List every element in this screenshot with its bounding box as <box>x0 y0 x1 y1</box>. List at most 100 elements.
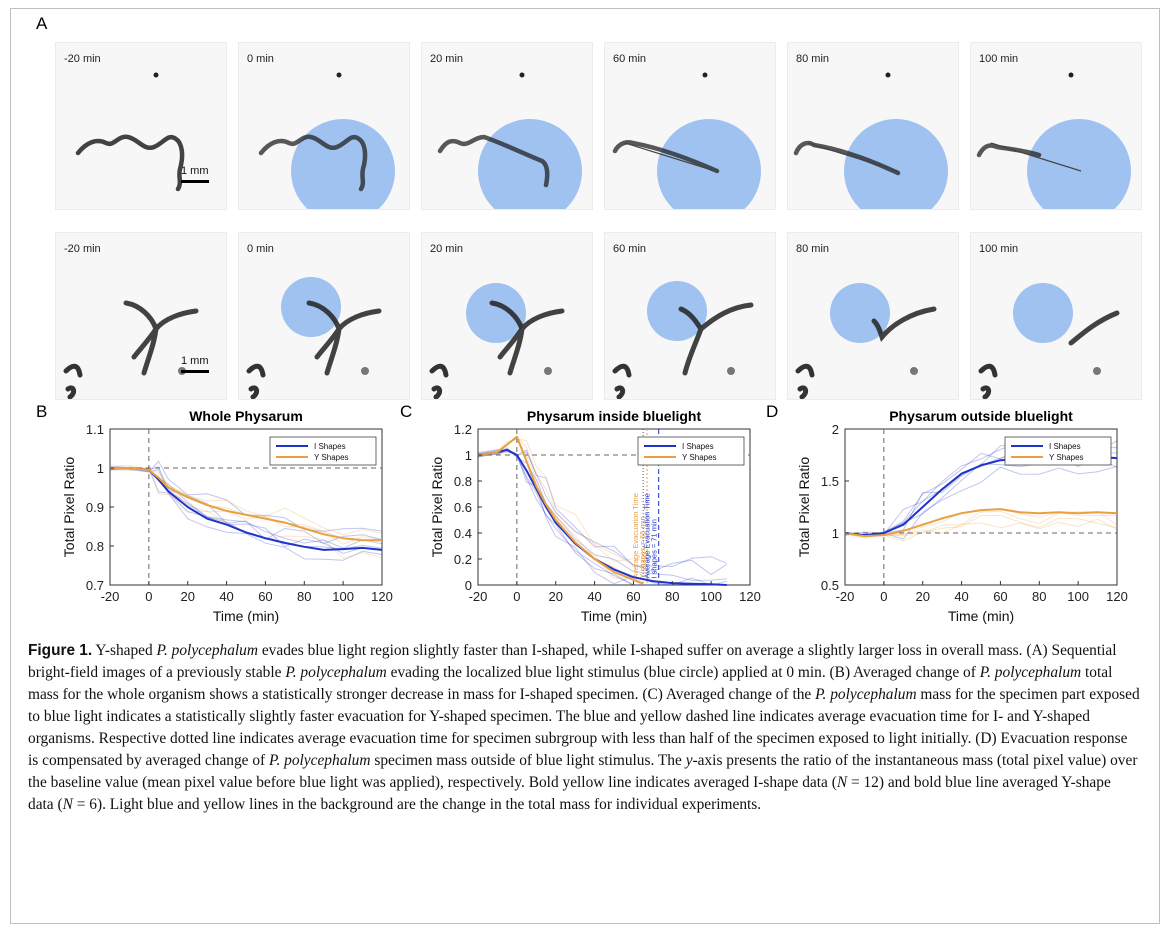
bright-field-image: 60 min <box>604 232 776 400</box>
physarum-specimen <box>976 143 1042 158</box>
bright-field-image: 60 min <box>604 42 776 210</box>
physarum-specimen <box>123 300 199 376</box>
debris-dot <box>153 72 159 78</box>
physarum-specimen <box>75 134 185 192</box>
chart-title: Physarum outside bluelight <box>889 408 1073 424</box>
time-label: 0 min <box>247 53 274 65</box>
specimen-fragment <box>795 363 815 399</box>
y-tick-label: 0.8 <box>86 539 104 554</box>
panel-label-d: D <box>766 402 779 421</box>
time-label: 80 min <box>796 53 830 65</box>
caption-italic-term: y <box>685 752 693 769</box>
y-tick-label: 1.1 <box>86 422 104 437</box>
specimen-image <box>429 283 565 399</box>
caption-italic-term: N <box>836 774 848 791</box>
residual-trail <box>807 142 899 172</box>
series-line-y-shapes <box>844 508 1118 538</box>
chart-physarum-inside-bluelight: Physarum inside bluelight Average Evacuat… <box>429 408 761 624</box>
x-tick-label: 20 <box>915 589 929 604</box>
x-tick-label: 80 <box>297 589 311 604</box>
y-tick-label: 1 <box>465 448 472 463</box>
legend-entry: I Shapes <box>314 442 346 451</box>
residual-trail <box>624 142 716 172</box>
evac-annotation: Average Evacuation Time <box>643 493 652 578</box>
time-label: -20 min <box>64 53 101 65</box>
x-tick-label: 20 <box>548 589 562 604</box>
bright-field-image: 0 min <box>238 42 410 210</box>
legend <box>269 436 377 466</box>
physarum-specimen <box>489 300 565 376</box>
x-tick-label: 40 <box>219 589 233 604</box>
time-label: 100 min <box>979 243 1019 255</box>
chart-physarum-outside-bluelight: Physarum outside bluelight-20 0 20 40 60 80 10… <box>796 408 1128 624</box>
y-tick-label: 0.5 <box>821 578 839 593</box>
specimen-fragment <box>544 367 552 375</box>
y-tick-label: 2 <box>832 422 839 437</box>
x-tick-label: 20 <box>180 589 194 604</box>
bright-field-image: -20 min <box>55 232 227 400</box>
specimen-fragment <box>361 367 369 375</box>
bright-field-image: 80 min <box>787 42 959 210</box>
caption-body: Y-shaped P. polycephalum evades blue lig… <box>28 642 1140 813</box>
specimen-image <box>437 72 582 209</box>
scale-bar-row1: 1 mm <box>181 165 209 183</box>
x-tick-label: 80 <box>1032 589 1046 604</box>
time-label: 20 min <box>430 243 464 255</box>
caption-italic-term: P. polycephalum <box>285 664 387 681</box>
physarum-specimen <box>871 306 937 343</box>
x-tick-label: 60 <box>626 589 640 604</box>
x-axis-label: Time (min) <box>948 608 1014 624</box>
x-tick-label: 0 <box>880 589 887 604</box>
individual-trace <box>109 460 383 532</box>
bright-field-image: 20 min <box>421 42 593 210</box>
specimen-image <box>246 277 382 399</box>
chart-whole-physarum: Whole Physarum -20 0 20 40 60 80 100 120 0.7 0.8 0.… <box>61 408 393 624</box>
caption-text: evading the localized blue light stimulu… <box>386 664 980 681</box>
caption-text: = 12) and bold blue line averaged Y-shap… <box>28 774 1111 813</box>
specimen-image <box>612 281 754 399</box>
evac-annotation: Average Evacuation Time <box>631 493 640 578</box>
specimen-image <box>793 72 948 209</box>
x-tick-label: 40 <box>587 589 601 604</box>
y-tick-label: 1 <box>832 526 839 541</box>
time-label: 0 min <box>247 243 274 255</box>
x-tick-label: 80 <box>665 589 679 604</box>
x-tick-label: -20 <box>469 589 488 604</box>
individual-trace <box>109 466 383 561</box>
blue-light-circle <box>478 119 582 209</box>
legend <box>1004 436 1112 466</box>
x-tick-label: 120 <box>739 589 761 604</box>
x-tick-label: 120 <box>371 589 393 604</box>
individual-trace <box>844 514 1118 542</box>
panel-label-c: C <box>400 402 413 421</box>
specimen-fragment <box>910 367 918 375</box>
physarum-specimen <box>306 300 382 376</box>
legend-entry: Y Shapes <box>1049 453 1084 462</box>
blue-light-circle <box>291 119 395 209</box>
specimen-fragment <box>1093 367 1101 375</box>
x-tick-label: 100 <box>332 589 354 604</box>
caption-text: = 6). Light blue and yellow lines in the… <box>72 796 762 813</box>
legend-entry: Y Shapes <box>314 453 349 462</box>
bright-field-image: 100 min <box>970 232 1142 400</box>
debris-dot <box>702 72 708 78</box>
series-line-y-shapes <box>477 435 644 585</box>
specimen-fragment <box>429 363 449 399</box>
caption-text: mass for the specimen part exposed to bl… <box>28 686 1140 769</box>
caption-italic-term: P. polycephalum <box>815 686 917 703</box>
blue-light-circle <box>1027 119 1131 209</box>
blue-light-circle <box>1013 283 1073 343</box>
physarum-specimen <box>1068 310 1120 346</box>
y-tick-label: 0.2 <box>454 552 472 567</box>
caption-italic-term: N <box>62 796 73 813</box>
specimen-fragment <box>978 363 998 399</box>
physarum-specimen <box>678 302 754 376</box>
y-axis-label: Total Pixel Ratio <box>796 457 812 558</box>
y-axis-label: Total Pixel Ratio <box>61 457 77 558</box>
y-tick-label: 1.2 <box>454 422 472 437</box>
physarum-specimen <box>437 134 550 188</box>
x-tick-label: 100 <box>1067 589 1089 604</box>
x-tick-label: 100 <box>700 589 722 604</box>
specimen-image <box>978 283 1120 399</box>
caption-italic-term: P. polycephalum <box>979 664 1082 681</box>
